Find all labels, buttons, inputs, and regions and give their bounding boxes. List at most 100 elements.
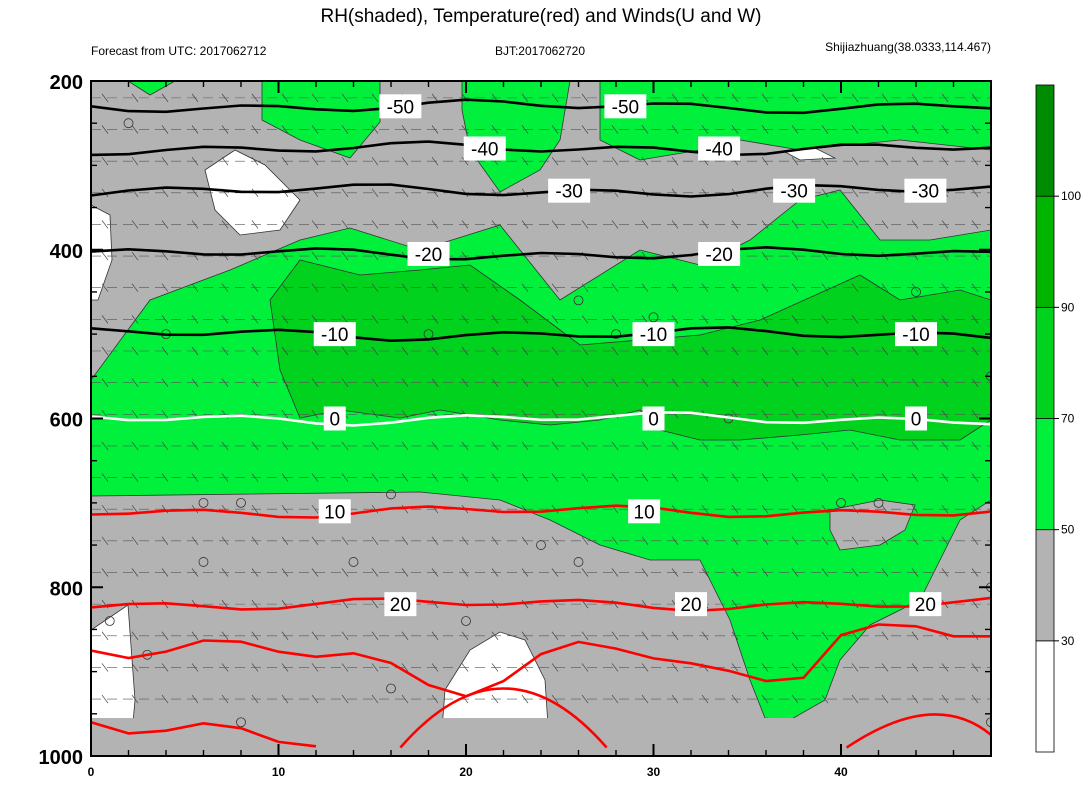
wind-barb bbox=[611, 156, 619, 166]
contour-label: -50 bbox=[612, 97, 639, 118]
calm-wind-marker bbox=[236, 497, 246, 508]
wind-barb bbox=[581, 283, 589, 292]
wind-barb bbox=[341, 473, 349, 482]
wind-barb bbox=[371, 536, 379, 546]
wind-barb bbox=[101, 283, 109, 292]
wind-barb bbox=[611, 125, 619, 134]
x-tick-label: 30 bbox=[647, 765, 661, 779]
colorbar: 30 50 70 90 100 bbox=[1035, 84, 1081, 753]
wind-barb bbox=[581, 568, 589, 577]
wind-barb bbox=[101, 93, 109, 103]
wind-barb bbox=[851, 315, 859, 324]
temperature-contour-line bbox=[91, 596, 991, 613]
contour-label-box bbox=[407, 241, 450, 266]
wind-barb bbox=[371, 410, 379, 419]
wind-barb bbox=[341, 93, 349, 103]
chart-title: RH(shaded), Temperature(red) and Winds(U… bbox=[320, 6, 761, 27]
wind-barb bbox=[341, 441, 349, 451]
wind-barb bbox=[851, 473, 859, 482]
wind-barb bbox=[371, 631, 379, 640]
wind-barb bbox=[611, 283, 619, 292]
wind-barb bbox=[341, 315, 349, 324]
wind-barb bbox=[101, 441, 109, 451]
contour-label-box bbox=[773, 178, 816, 203]
colorbar-label: 50 bbox=[1061, 523, 1075, 537]
wind-barb bbox=[341, 663, 349, 672]
wind-barb bbox=[341, 283, 349, 292]
wind-barb bbox=[821, 346, 829, 356]
wind-barb bbox=[821, 410, 829, 419]
wind-barb bbox=[611, 315, 619, 324]
temperature-contour-line bbox=[399, 687, 608, 749]
colorbar-label: 70 bbox=[1061, 412, 1075, 426]
contour-label-box bbox=[384, 592, 417, 617]
contour-label: 10 bbox=[324, 502, 345, 523]
wind-barb bbox=[581, 346, 589, 356]
contour-label: 0 bbox=[329, 410, 340, 431]
contour-label-box bbox=[909, 592, 942, 617]
wind-barb bbox=[581, 631, 589, 640]
wind-barb bbox=[611, 663, 619, 672]
contour-label-box bbox=[628, 499, 661, 524]
rh-region-upper-3 bbox=[599, 81, 991, 161]
wind-barb bbox=[131, 93, 139, 103]
temperature-contour-line bbox=[91, 183, 991, 198]
wind-barb bbox=[821, 536, 829, 546]
wind-barb bbox=[341, 251, 349, 261]
x-tick-label: 40 bbox=[834, 765, 848, 779]
contour-label-box bbox=[895, 322, 937, 347]
wind-barb bbox=[851, 694, 859, 704]
wind-barb bbox=[821, 631, 829, 640]
wind-barb bbox=[101, 251, 109, 261]
contour-label: -40 bbox=[705, 140, 732, 161]
wind-barb bbox=[581, 125, 589, 134]
wind-barb bbox=[851, 156, 859, 166]
temperature-contour-line bbox=[91, 504, 991, 519]
wind-barb bbox=[131, 220, 139, 229]
contour-label-box bbox=[604, 94, 647, 119]
wind-barb bbox=[611, 346, 619, 356]
temperature-contour-line bbox=[845, 713, 991, 749]
contour-label-box bbox=[675, 592, 707, 617]
contour-label-box bbox=[698, 136, 741, 161]
colorbar-swatch bbox=[1035, 640, 1055, 753]
wind-barb bbox=[101, 346, 109, 356]
temperature-contour-line bbox=[91, 98, 991, 115]
calm-wind-marker bbox=[386, 683, 396, 694]
wind-barb bbox=[131, 631, 139, 640]
wind-barb bbox=[581, 504, 589, 514]
wind-barb bbox=[101, 473, 109, 482]
calm-wind-marker bbox=[236, 717, 246, 728]
calm-wind-marker bbox=[611, 329, 621, 340]
wind-barb bbox=[131, 473, 139, 482]
wind-barb bbox=[581, 378, 589, 387]
contour-label: -30 bbox=[780, 182, 807, 203]
wind-barb bbox=[821, 220, 829, 229]
wind-barb bbox=[371, 156, 379, 166]
wind-barb bbox=[821, 694, 829, 704]
y-tick-label: 400 bbox=[50, 241, 83, 263]
contour-label: -40 bbox=[471, 140, 498, 161]
colorbar-swatch bbox=[1035, 306, 1055, 419]
wind-barb bbox=[371, 346, 379, 356]
wind-barb bbox=[341, 694, 349, 704]
wind-barb bbox=[821, 663, 829, 672]
wind-barb bbox=[131, 156, 139, 166]
temperature-contour-line bbox=[91, 140, 991, 157]
wind-barb bbox=[371, 125, 379, 134]
subtitle-right: Shijiazhuang(38.0333,114.467) bbox=[825, 40, 991, 54]
wind-barb bbox=[611, 473, 619, 482]
calm-wind-marker bbox=[198, 497, 209, 508]
contour-label: -10 bbox=[640, 325, 667, 346]
contour-label-box bbox=[313, 322, 356, 347]
wind-barb bbox=[851, 188, 859, 198]
wind-barb bbox=[371, 283, 379, 292]
x-tick-label: 10 bbox=[272, 765, 286, 779]
wind-barb bbox=[821, 568, 829, 577]
wind-barb bbox=[371, 378, 379, 387]
wind-barb bbox=[131, 251, 139, 261]
y-tick-label: 1000 bbox=[39, 747, 84, 769]
wind-barb bbox=[371, 504, 379, 514]
